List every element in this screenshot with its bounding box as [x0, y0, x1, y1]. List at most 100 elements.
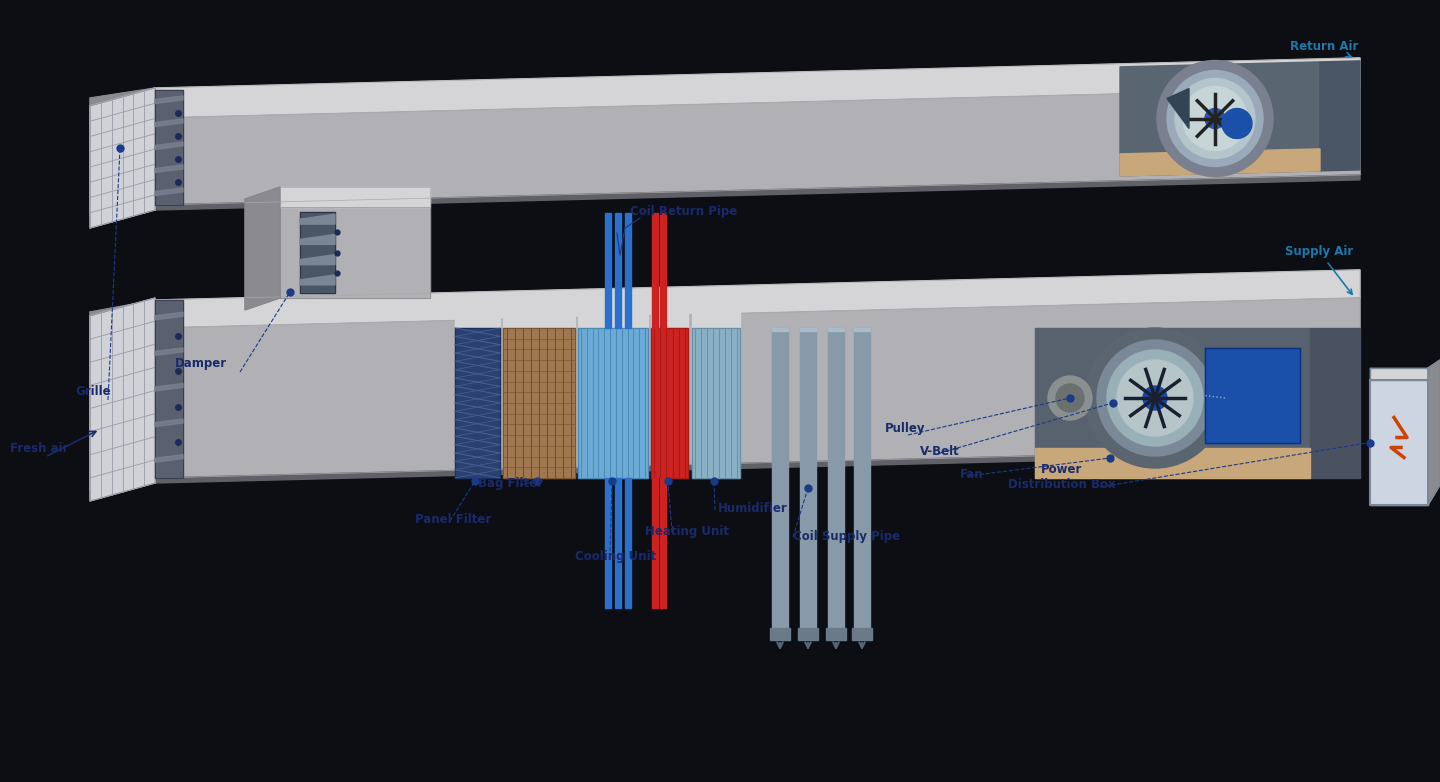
Polygon shape: [625, 478, 631, 608]
Text: Humidifier: Humidifier: [719, 502, 788, 515]
Circle shape: [1056, 384, 1084, 412]
Polygon shape: [852, 628, 873, 640]
Polygon shape: [156, 454, 183, 462]
Polygon shape: [1205, 348, 1300, 443]
Polygon shape: [827, 628, 847, 640]
Polygon shape: [245, 187, 279, 310]
Polygon shape: [300, 212, 336, 293]
Polygon shape: [156, 348, 183, 355]
Polygon shape: [156, 175, 1359, 210]
Polygon shape: [455, 328, 500, 478]
Polygon shape: [1120, 149, 1320, 176]
Polygon shape: [156, 298, 1359, 478]
Polygon shape: [1166, 88, 1189, 128]
Polygon shape: [801, 328, 816, 331]
Polygon shape: [828, 328, 844, 331]
Text: Fan: Fan: [960, 468, 984, 481]
Polygon shape: [156, 270, 1359, 328]
Polygon shape: [1120, 62, 1320, 176]
Polygon shape: [651, 310, 688, 328]
Circle shape: [1223, 109, 1251, 138]
Polygon shape: [1310, 328, 1359, 478]
Polygon shape: [279, 187, 431, 207]
Polygon shape: [156, 88, 1359, 205]
Polygon shape: [693, 310, 740, 328]
Polygon shape: [693, 328, 740, 478]
Polygon shape: [660, 478, 665, 608]
Polygon shape: [89, 88, 156, 228]
Polygon shape: [652, 478, 658, 608]
Circle shape: [1084, 328, 1225, 468]
Circle shape: [1156, 60, 1273, 177]
Polygon shape: [156, 300, 183, 478]
Text: Pulley: Pulley: [886, 422, 926, 435]
Text: Coil Supply Pipe: Coil Supply Pipe: [793, 530, 900, 543]
Polygon shape: [156, 142, 183, 149]
Circle shape: [1143, 386, 1166, 410]
Circle shape: [1117, 360, 1192, 436]
Polygon shape: [854, 328, 870, 633]
Polygon shape: [1369, 368, 1428, 380]
Polygon shape: [156, 165, 183, 173]
Polygon shape: [651, 328, 688, 478]
Circle shape: [1097, 340, 1212, 456]
Polygon shape: [1369, 380, 1428, 505]
Text: Return Air: Return Air: [1290, 40, 1358, 57]
Polygon shape: [770, 628, 791, 640]
Polygon shape: [577, 310, 648, 328]
Polygon shape: [279, 207, 431, 298]
Polygon shape: [300, 214, 336, 224]
Polygon shape: [577, 328, 648, 478]
Polygon shape: [615, 213, 621, 328]
Polygon shape: [798, 628, 818, 640]
Polygon shape: [660, 213, 665, 328]
Polygon shape: [455, 310, 500, 328]
Polygon shape: [89, 88, 156, 215]
Polygon shape: [854, 328, 870, 331]
Polygon shape: [828, 328, 844, 633]
Polygon shape: [503, 310, 575, 328]
Polygon shape: [89, 300, 156, 490]
Circle shape: [1166, 70, 1263, 167]
Polygon shape: [625, 213, 631, 328]
Text: Damper: Damper: [176, 357, 228, 370]
Polygon shape: [89, 298, 156, 501]
Text: Fresh air: Fresh air: [10, 442, 69, 455]
Polygon shape: [156, 188, 183, 196]
Polygon shape: [156, 419, 183, 427]
Polygon shape: [605, 478, 611, 608]
Circle shape: [1175, 78, 1256, 159]
Text: Panel Filter: Panel Filter: [415, 513, 491, 526]
Text: Heating Unit: Heating Unit: [645, 525, 729, 538]
Polygon shape: [156, 312, 183, 320]
Text: Supply Air: Supply Air: [1284, 245, 1354, 294]
Circle shape: [1048, 376, 1092, 420]
Polygon shape: [300, 235, 336, 244]
Polygon shape: [156, 96, 183, 103]
Polygon shape: [615, 478, 621, 608]
Circle shape: [1205, 109, 1225, 128]
Circle shape: [1107, 350, 1202, 446]
Polygon shape: [156, 58, 1359, 118]
Polygon shape: [300, 255, 336, 264]
Polygon shape: [772, 328, 788, 633]
Polygon shape: [503, 328, 575, 478]
Circle shape: [1184, 87, 1247, 150]
Polygon shape: [1320, 61, 1359, 171]
Polygon shape: [156, 448, 1359, 483]
Text: Cooling Unit: Cooling Unit: [575, 550, 657, 563]
Polygon shape: [801, 328, 816, 633]
Polygon shape: [156, 90, 183, 205]
Text: Coil Return Pipe: Coil Return Pipe: [631, 205, 737, 218]
Polygon shape: [772, 328, 788, 331]
Polygon shape: [1428, 360, 1440, 505]
Text: Grille: Grille: [75, 385, 111, 398]
Polygon shape: [652, 213, 658, 328]
Text: Bag Filter: Bag Filter: [478, 477, 543, 490]
Polygon shape: [156, 119, 183, 127]
Text: Power
Distribution Box: Power Distribution Box: [1008, 463, 1116, 491]
Polygon shape: [300, 275, 336, 285]
Polygon shape: [1035, 328, 1310, 478]
Polygon shape: [156, 383, 183, 391]
Polygon shape: [605, 213, 611, 328]
